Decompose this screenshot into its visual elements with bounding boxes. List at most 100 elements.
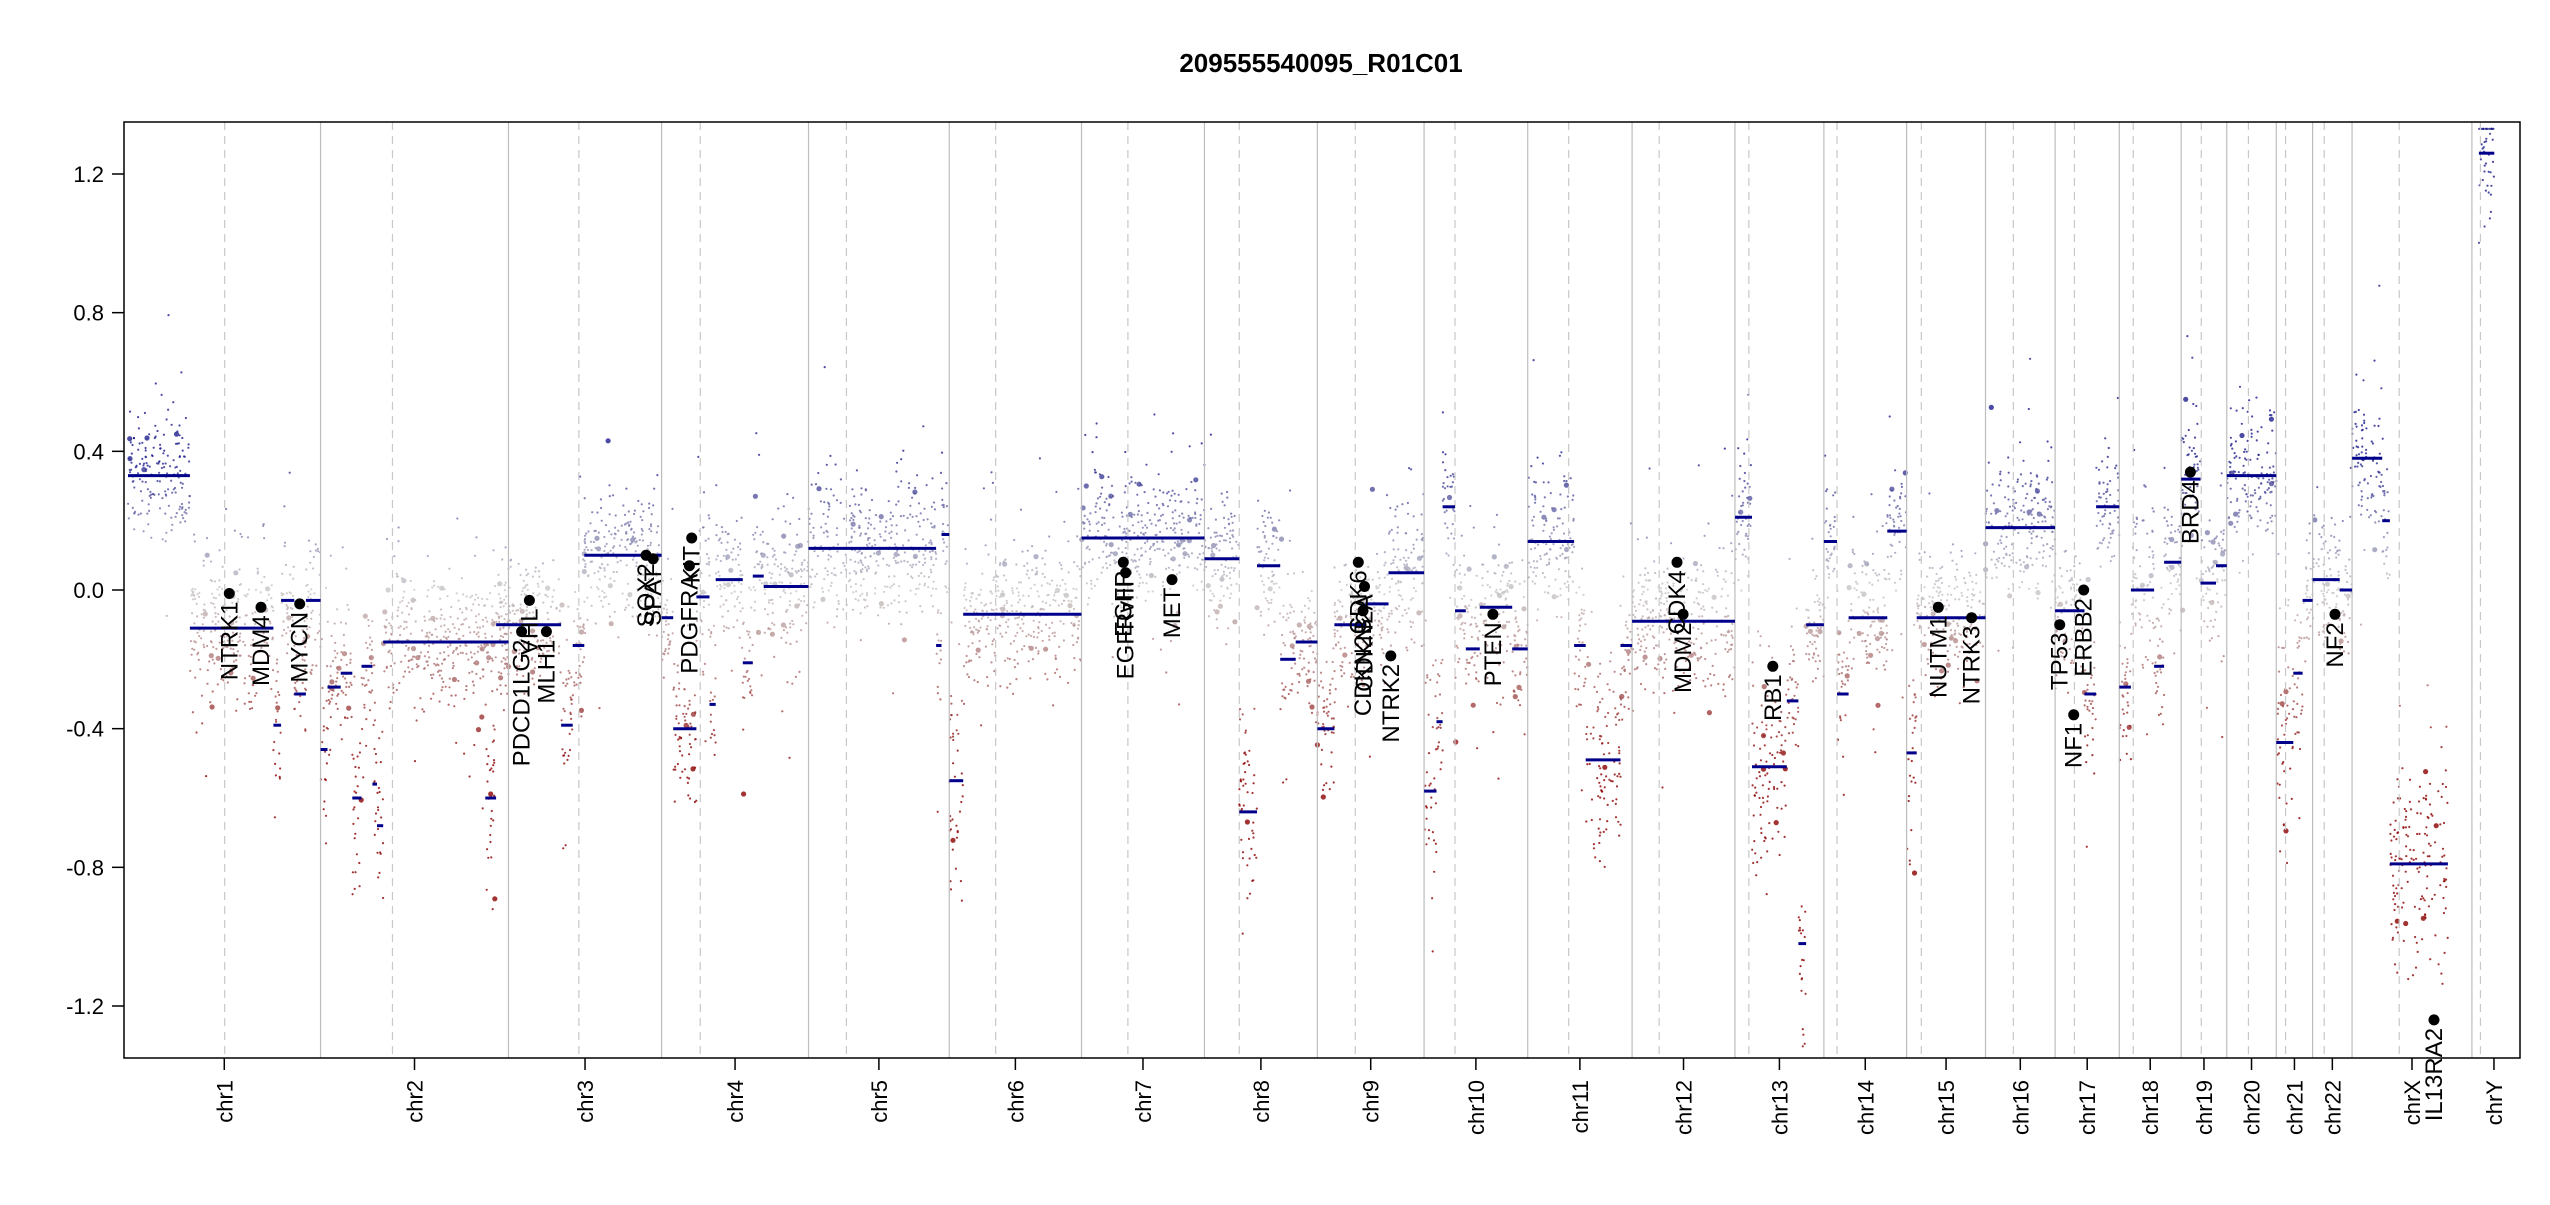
probe-point bbox=[1282, 781, 1285, 784]
probe-point bbox=[164, 490, 167, 493]
probe-point bbox=[1360, 679, 1363, 682]
probe-point bbox=[982, 487, 986, 490]
probe-cluster bbox=[1435, 658, 1444, 771]
probe-point bbox=[1614, 707, 1617, 710]
probe-point bbox=[354, 775, 357, 778]
probe-point bbox=[259, 591, 262, 594]
probe-point bbox=[146, 488, 149, 491]
probe-point bbox=[1036, 570, 1039, 573]
probe-point bbox=[486, 780, 489, 783]
probe-point bbox=[231, 631, 235, 634]
probe-point bbox=[433, 662, 436, 665]
probe-point bbox=[1305, 678, 1312, 684]
probe-point bbox=[176, 472, 179, 475]
probe-point bbox=[1242, 784, 1245, 787]
probe-point bbox=[281, 572, 284, 575]
probe-point bbox=[196, 631, 199, 634]
probe-point bbox=[1059, 620, 1062, 623]
probe-point bbox=[351, 893, 354, 896]
probe-point bbox=[1345, 614, 1348, 617]
probe-point bbox=[1230, 566, 1233, 569]
probe-point bbox=[545, 641, 548, 644]
probe-point bbox=[314, 549, 318, 552]
probe-point bbox=[1037, 652, 1040, 655]
probe-point bbox=[137, 513, 140, 516]
probe-point bbox=[1640, 617, 1643, 621]
probe-point bbox=[895, 470, 898, 473]
probe-point bbox=[1363, 684, 1366, 687]
probe-point bbox=[1073, 624, 1076, 628]
probe-point bbox=[1141, 581, 1144, 584]
probe-point bbox=[682, 712, 685, 715]
probe-point bbox=[798, 670, 801, 674]
probe-point bbox=[1578, 586, 1581, 589]
probe-point bbox=[859, 559, 862, 562]
probe-point bbox=[1256, 546, 1259, 549]
probe-point bbox=[1441, 411, 1444, 414]
probe-point bbox=[1772, 763, 1776, 766]
probe-point bbox=[149, 496, 152, 499]
probe-point bbox=[902, 449, 905, 452]
probe-point bbox=[1727, 629, 1730, 632]
probe-point bbox=[1350, 590, 1353, 594]
probe-point bbox=[1215, 618, 1218, 621]
probe-point bbox=[1238, 718, 1242, 721]
probe-point bbox=[1731, 550, 1734, 553]
probe-point bbox=[725, 554, 731, 560]
probe-point bbox=[1580, 608, 1583, 611]
probe-point bbox=[491, 605, 494, 608]
probe-point bbox=[1376, 571, 1379, 574]
probe-point bbox=[1062, 622, 1065, 625]
probe-point bbox=[195, 602, 198, 606]
probe-point bbox=[950, 702, 953, 705]
probe-point bbox=[813, 550, 816, 553]
probe-point bbox=[233, 529, 236, 532]
probe-point bbox=[1265, 540, 1268, 543]
probe-point bbox=[1187, 531, 1190, 534]
probe-point bbox=[869, 555, 872, 558]
probe-point bbox=[381, 842, 385, 845]
probe-point bbox=[282, 628, 286, 632]
probe-point bbox=[1702, 591, 1705, 594]
probe-point bbox=[1430, 796, 1433, 799]
probe-point bbox=[664, 603, 667, 607]
probe-point bbox=[1308, 599, 1311, 602]
probe-point bbox=[498, 675, 504, 681]
probe-point bbox=[301, 658, 304, 661]
probe-point bbox=[1530, 465, 1533, 468]
probe-point bbox=[897, 601, 901, 604]
probe-point bbox=[331, 660, 335, 663]
probe-point bbox=[965, 654, 968, 658]
probe-point bbox=[444, 685, 447, 688]
probe-point bbox=[265, 636, 268, 640]
probe-point bbox=[848, 504, 852, 507]
probe-point bbox=[1568, 575, 1572, 578]
probe-point bbox=[251, 707, 254, 710]
probe-point bbox=[1061, 578, 1064, 582]
probe-point bbox=[930, 556, 933, 559]
probe-point bbox=[260, 581, 263, 584]
probe-point bbox=[187, 446, 190, 449]
probe-point bbox=[1412, 577, 1415, 580]
probe-cluster bbox=[1823, 454, 1837, 609]
probe-point bbox=[1533, 582, 1537, 585]
probe-point bbox=[307, 539, 311, 542]
probe-point bbox=[1427, 829, 1431, 832]
probe-point bbox=[1722, 683, 1725, 686]
probe-point bbox=[303, 659, 306, 662]
probe-point bbox=[280, 592, 283, 595]
probe-point bbox=[436, 657, 439, 660]
probe-point bbox=[437, 585, 440, 588]
probe-point bbox=[1521, 606, 1527, 612]
probe-point bbox=[583, 559, 586, 562]
probe-point bbox=[748, 649, 751, 652]
probe-point bbox=[625, 522, 628, 525]
probe-point bbox=[1171, 511, 1174, 514]
probe-point bbox=[254, 694, 257, 697]
probe-point bbox=[814, 575, 817, 578]
probe-point bbox=[1137, 504, 1140, 507]
probe-point bbox=[1730, 647, 1733, 651]
probe-point bbox=[594, 622, 597, 625]
probe-point bbox=[1795, 686, 1798, 689]
probe-point bbox=[1659, 615, 1663, 618]
